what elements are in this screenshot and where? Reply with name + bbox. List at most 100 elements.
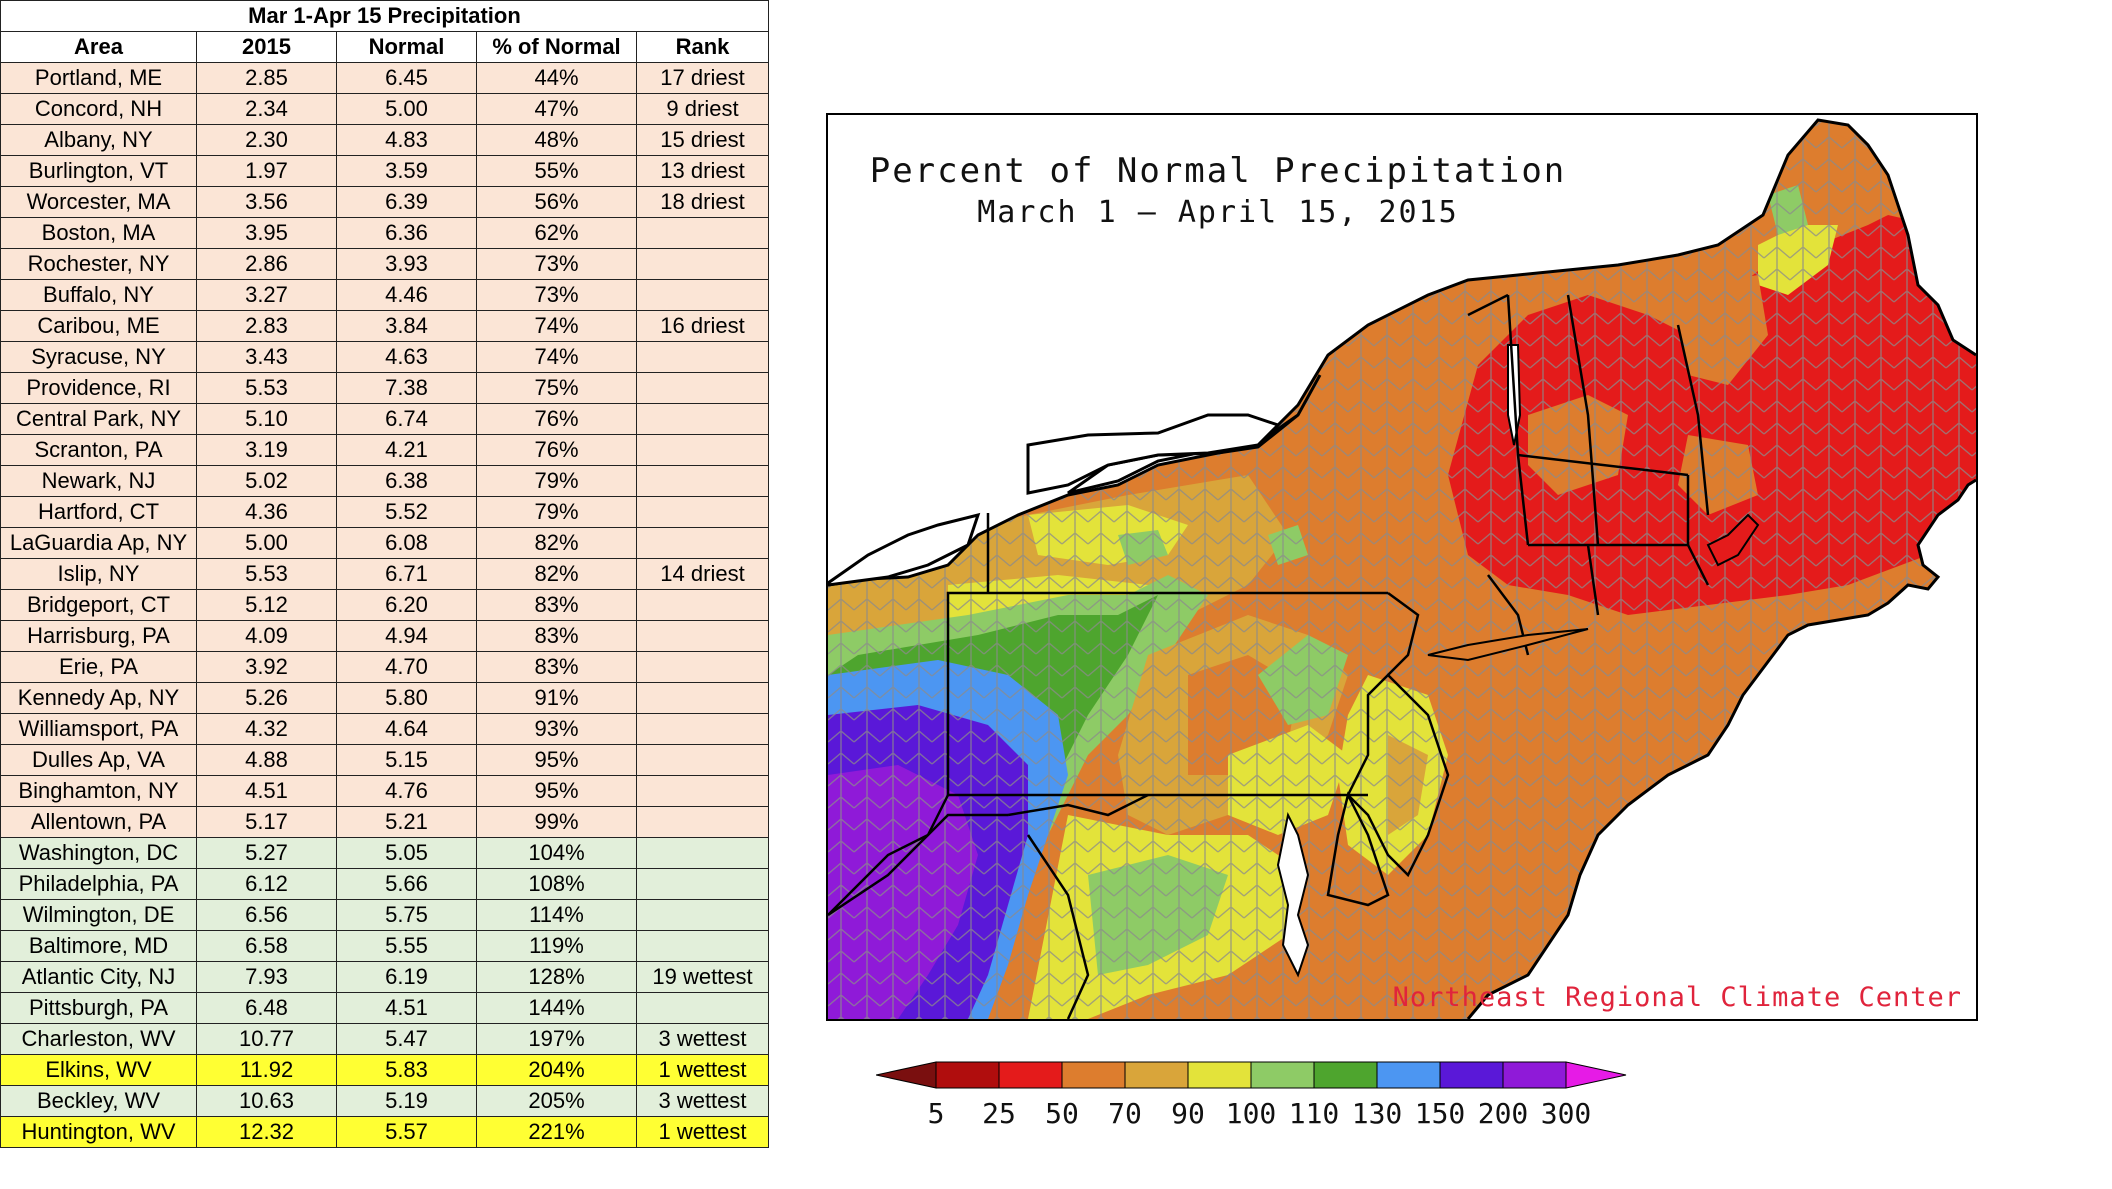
legend-swatch [1187,1061,1252,1089]
header-2015: 2015 [196,31,337,63]
legend-label: 70 [1108,1097,1142,1130]
legend-label: 200 [1477,1097,1529,1130]
table-row: Beckley, WV 10.63 5.19 205% 3 wettest [0,1085,769,1117]
normal-cell: 4.70 [336,651,477,683]
rank-cell [636,248,769,280]
rank-cell: 15 driest [636,124,769,156]
rank-cell: 19 wettest [636,961,769,993]
area-cell: Kennedy Ap, NY [0,682,197,714]
normal-cell: 5.21 [336,806,477,838]
normal-cell: 4.51 [336,992,477,1024]
area-cell: Syracuse, NY [0,341,197,373]
percent-cell: 204% [476,1054,637,1086]
precip-2015-cell: 4.51 [196,775,337,807]
normal-cell: 4.64 [336,713,477,745]
area-cell: LaGuardia Ap, NY [0,527,197,559]
rank-cell: 16 driest [636,310,769,342]
percent-cell: 74% [476,341,637,373]
table-row: Elkins, WV 11.92 5.83 204% 1 wettest [0,1054,769,1086]
percent-cell: 221% [476,1116,637,1148]
legend-swatch [1061,1061,1126,1089]
normal-cell: 5.66 [336,868,477,900]
precipitation-map: Percent of Normal Precipitation March 1 … [826,113,1978,1021]
percent-cell: 47% [476,93,637,125]
table-row: Portland, ME 2.85 6.45 44% 17 driest [0,62,769,94]
legend-label: 100 [1225,1097,1277,1130]
percent-cell: 76% [476,434,637,466]
area-cell: Pittsburgh, PA [0,992,197,1024]
area-cell: Providence, RI [0,372,197,404]
cape-cod [1706,513,1760,567]
normal-cell: 6.08 [336,527,477,559]
normal-cell: 6.74 [336,403,477,435]
legend-swatch [1250,1061,1315,1089]
rank-cell [636,403,769,435]
rank-cell [636,992,769,1024]
legend-label: 5 [927,1097,945,1130]
area-cell: Buffalo, NY [0,279,197,311]
area-cell: Baltimore, MD [0,930,197,962]
area-cell: Scranton, PA [0,434,197,466]
table-row: Kennedy Ap, NY 5.26 5.80 91% [0,682,769,714]
percent-cell: 93% [476,713,637,745]
area-cell: Wilmington, DE [0,899,197,931]
color-legend: 5 25 50 70 90 100 110 130 150 200 300 [876,1055,1926,1145]
precip-2015-cell: 2.86 [196,248,337,280]
area-cell: Worcester, MA [0,186,197,218]
precip-2015-cell: 6.48 [196,992,337,1024]
legend-label: 110 [1288,1097,1340,1130]
legend-swatch [1502,1061,1567,1089]
area-cell: Boston, MA [0,217,197,249]
table-row: Concord, NH 2.34 5.00 47% 9 driest [0,93,769,125]
normal-cell: 7.38 [336,372,477,404]
percent-cell: 75% [476,372,637,404]
rank-cell: 3 wettest [636,1023,769,1055]
percent-cell: 79% [476,465,637,497]
table-row: Rochester, NY 2.86 3.93 73% [0,248,769,280]
table-row: Wilmington, DE 6.56 5.75 114% [0,899,769,931]
precip-2015-cell: 2.30 [196,124,337,156]
normal-cell: 5.75 [336,899,477,931]
precip-2015-cell: 3.92 [196,651,337,683]
table-row: Philadelphia, PA 6.12 5.66 108% [0,868,769,900]
legend-arrow-high [1565,1061,1627,1089]
table-row: Burlington, VT 1.97 3.59 55% 13 driest [0,155,769,187]
normal-cell: 3.59 [336,155,477,187]
rank-cell: 18 driest [636,186,769,218]
table-row: Washington, DC 5.27 5.05 104% [0,837,769,869]
legend-label: 50 [1045,1097,1079,1130]
table-row: Caribou, ME 2.83 3.84 74% 16 driest [0,310,769,342]
normal-cell: 5.55 [336,930,477,962]
area-cell: Bridgeport, CT [0,589,197,621]
rank-cell: 9 driest [636,93,769,125]
normal-cell: 5.05 [336,837,477,869]
normal-cell: 3.84 [336,310,477,342]
percent-cell: 119% [476,930,637,962]
legend-swatch [1376,1061,1441,1089]
percent-cell: 95% [476,775,637,807]
percent-cell: 128% [476,961,637,993]
normal-cell: 6.20 [336,589,477,621]
table-row: Newark, NJ 5.02 6.38 79% [0,465,769,497]
precip-2015-cell: 3.19 [196,434,337,466]
table-row: Binghamton, NY 4.51 4.76 95% [0,775,769,807]
table-row: Dulles Ap, VA 4.88 5.15 95% [0,744,769,776]
percent-cell: 76% [476,403,637,435]
precip-2015-cell: 5.10 [196,403,337,435]
precip-2015-cell: 1.97 [196,155,337,187]
table-row: Hartford, CT 4.36 5.52 79% [0,496,769,528]
table-row: Providence, RI 5.53 7.38 75% [0,372,769,404]
normal-cell: 3.93 [336,248,477,280]
percent-cell: 83% [476,589,637,621]
percent-cell: 74% [476,310,637,342]
table-row: Williamsport, PA 4.32 4.64 93% [0,713,769,745]
precip-2015-cell: 7.93 [196,961,337,993]
area-cell: Portland, ME [0,62,197,94]
rank-cell [636,775,769,807]
precip-2015-cell: 5.00 [196,527,337,559]
normal-cell: 4.63 [336,341,477,373]
table-row: Harrisburg, PA 4.09 4.94 83% [0,620,769,652]
rank-cell [636,496,769,528]
table-row: Baltimore, MD 6.58 5.55 119% [0,930,769,962]
state-borders [828,293,1710,1019]
